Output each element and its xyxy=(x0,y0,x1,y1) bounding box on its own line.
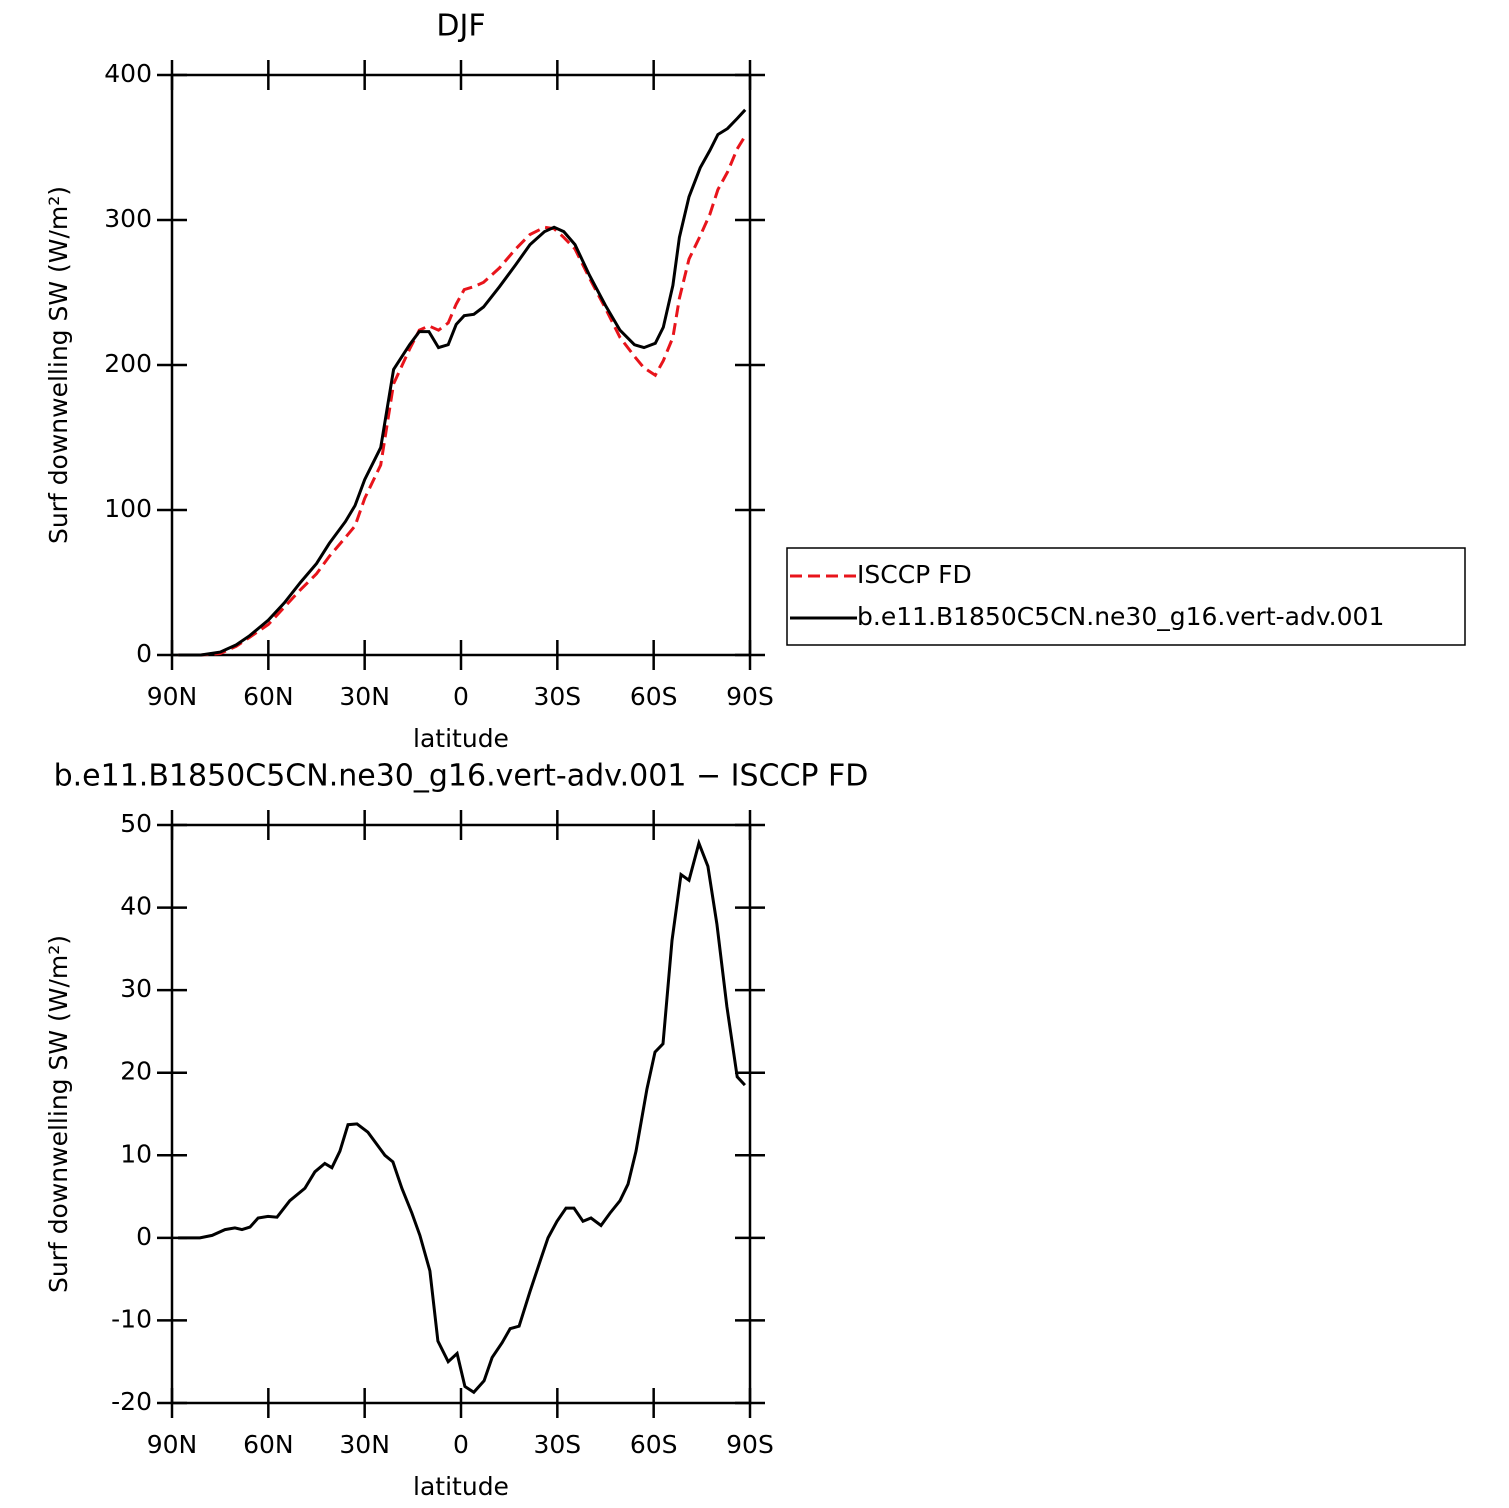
x-tick-label: 0 xyxy=(453,1430,469,1459)
x-tick-label: 90S xyxy=(726,1430,774,1459)
x-tick-label: 0 xyxy=(453,682,469,711)
y-tick-label: 10 xyxy=(120,1139,152,1168)
x-tick-label: 60N xyxy=(243,682,294,711)
x-axis-label: latitude xyxy=(413,724,509,753)
y-tick-label: 40 xyxy=(120,892,152,921)
x-tick-label: 30N xyxy=(339,682,390,711)
series-line xyxy=(178,108,747,657)
y-tick-label: -10 xyxy=(111,1304,152,1333)
y-tick-label: 20 xyxy=(120,1057,152,1086)
legend-box[interactable] xyxy=(786,547,1466,646)
y-axis-label: Surf downwelling SW (W/m²) xyxy=(44,186,73,544)
x-tick-label: 30S xyxy=(533,1430,581,1459)
x-tick-label: 90N xyxy=(147,682,198,711)
legend-label: b.e11.B1850C5CN.ne30_g16.vert-adv.001 xyxy=(857,602,1384,631)
y-tick-label: -20 xyxy=(111,1387,152,1416)
x-tick-label: 30N xyxy=(339,1430,390,1459)
y-tick-label: 0 xyxy=(136,1222,152,1251)
y-tick-label: 100 xyxy=(104,494,152,523)
x-tick-label: 60N xyxy=(243,1430,294,1459)
x-tick-label: 60S xyxy=(630,682,678,711)
x-tick-label: 60S xyxy=(630,1430,678,1459)
x-tick-label: 30S xyxy=(533,682,581,711)
y-tick-label: 300 xyxy=(104,204,152,233)
chart-title: b.e11.B1850C5CN.ne30_g16.vert-adv.001 − … xyxy=(54,759,869,794)
x-tick-label: 90N xyxy=(147,1430,198,1459)
y-tick-label: 50 xyxy=(120,809,152,838)
series-line xyxy=(178,135,747,657)
y-tick-label: 0 xyxy=(136,639,152,668)
series-line xyxy=(178,838,746,1395)
x-tick-label: 90S xyxy=(726,682,774,711)
y-tick-label: 400 xyxy=(104,59,152,88)
y-tick-label: 30 xyxy=(120,974,152,1003)
x-axis-label: latitude xyxy=(413,1472,509,1501)
plot-frame xyxy=(170,73,752,657)
plot-frame xyxy=(170,823,752,1405)
chart-title: DJF xyxy=(436,9,485,44)
y-axis-label: Surf downwelling SW (W/m²) xyxy=(44,935,73,1293)
y-tick-label: 200 xyxy=(104,349,152,378)
legend-label: ISCCP FD xyxy=(857,560,972,589)
